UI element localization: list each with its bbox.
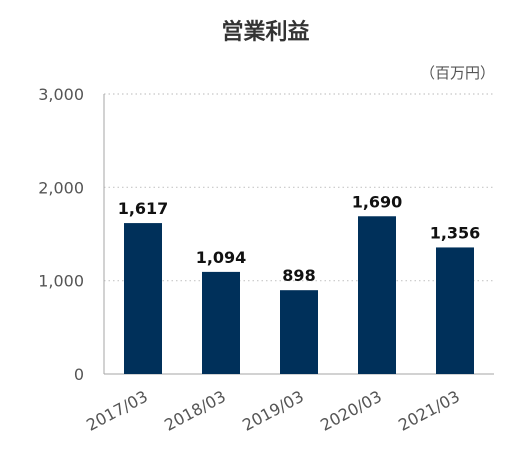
- data-label: 898: [282, 266, 315, 285]
- x-tick-label: 2017/03: [83, 387, 151, 435]
- x-tick-label: 2021/03: [395, 387, 463, 435]
- x-tick-label: 2020/03: [317, 387, 385, 435]
- data-label: 1,094: [196, 248, 247, 267]
- data-label: 1,617: [118, 199, 169, 218]
- data-label: 1,356: [430, 223, 481, 242]
- bar: [124, 223, 162, 374]
- unit-label: （百万円）: [419, 64, 495, 82]
- chart-title: 営業利益: [221, 20, 310, 45]
- y-tick-label: 0: [74, 365, 84, 384]
- y-tick-label: 2,000: [38, 178, 84, 197]
- y-tick-label: 3,000: [38, 85, 84, 104]
- bar: [280, 290, 318, 374]
- x-tick-label: 2018/03: [161, 387, 229, 435]
- data-label: 1,690: [352, 192, 403, 211]
- y-tick-label: 1,000: [38, 272, 84, 291]
- bar: [202, 271, 240, 374]
- bar: [358, 216, 396, 374]
- bar: [436, 247, 474, 374]
- x-tick-label: 2019/03: [239, 387, 307, 435]
